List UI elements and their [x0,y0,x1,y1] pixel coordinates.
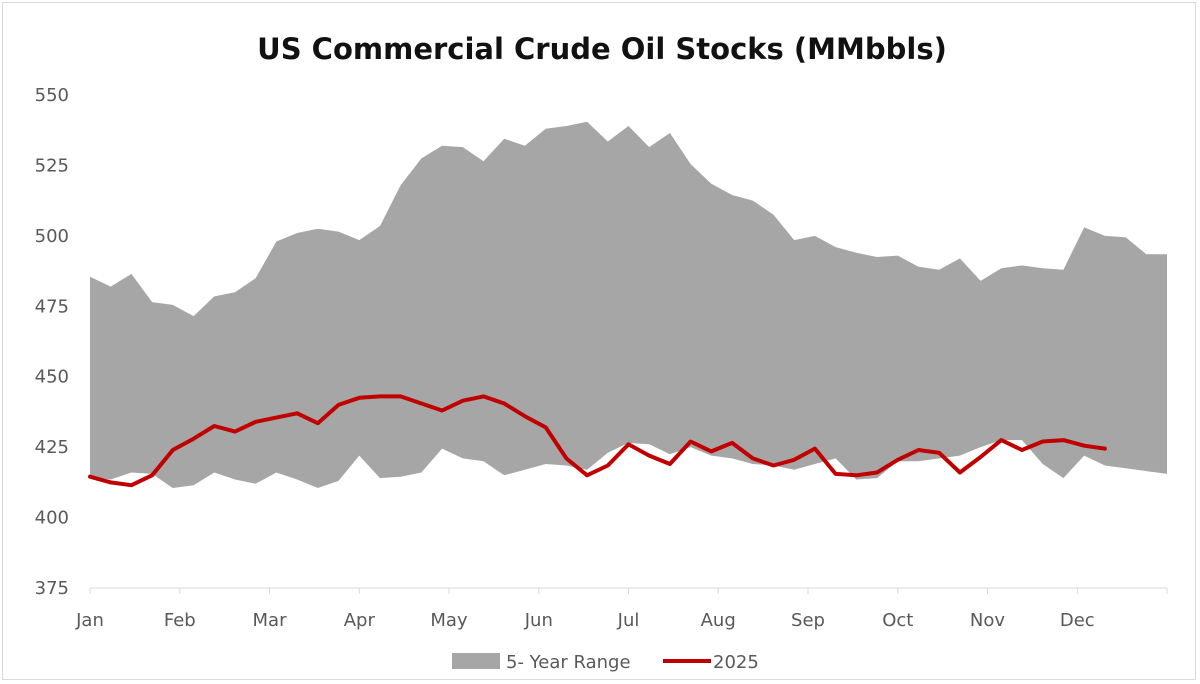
series-line-2025 [88,394,1107,488]
y-tick-label: 400 [35,508,69,529]
y-tick-label: 550 [35,85,69,106]
y-axis-ticks: 375 400 425 450 475 500 525 550 [35,85,69,599]
x-tick-label: Oct [882,610,913,631]
y-tick-label: 525 [35,155,69,176]
y-tick-label: 500 [35,226,69,247]
x-tick-label: Dec [1060,610,1095,631]
legend-swatch-range [452,653,500,669]
x-tick-label: Jan [75,610,104,631]
legend-label-line: 2025 [713,652,759,673]
legend: 5- Year Range 2025 [452,652,759,673]
chart-svg: US Commercial Crude Oil Stocks (MMbbls) … [35,32,1168,673]
y-tick-label: 375 [35,578,69,599]
y-tick-label: 425 [35,437,69,458]
legend-label-range: 5- Year Range [506,652,631,673]
plot-area [88,121,1167,489]
x-tick-label: Mar [253,610,288,631]
x-tick-label: Apr [344,610,376,631]
x-tick-label: Nov [970,610,1005,631]
x-tick-label: Jun [524,610,553,631]
x-tick-label: Sep [791,610,825,631]
y-tick-label: 450 [35,367,69,388]
chart-title: US Commercial Crude Oil Stocks (MMbbls) [257,32,947,66]
x-tick-label: Aug [701,610,736,631]
x-axis-ticks: Jan Feb Mar Apr May Jun Jul Aug Sep Oct Nov Dec [75,588,1168,631]
x-tick-label: May [430,610,468,631]
x-tick-label: Feb [164,610,196,631]
y-tick-label: 475 [35,296,69,317]
x-tick-label: Jul [617,610,640,631]
range-band-area [90,121,1167,489]
